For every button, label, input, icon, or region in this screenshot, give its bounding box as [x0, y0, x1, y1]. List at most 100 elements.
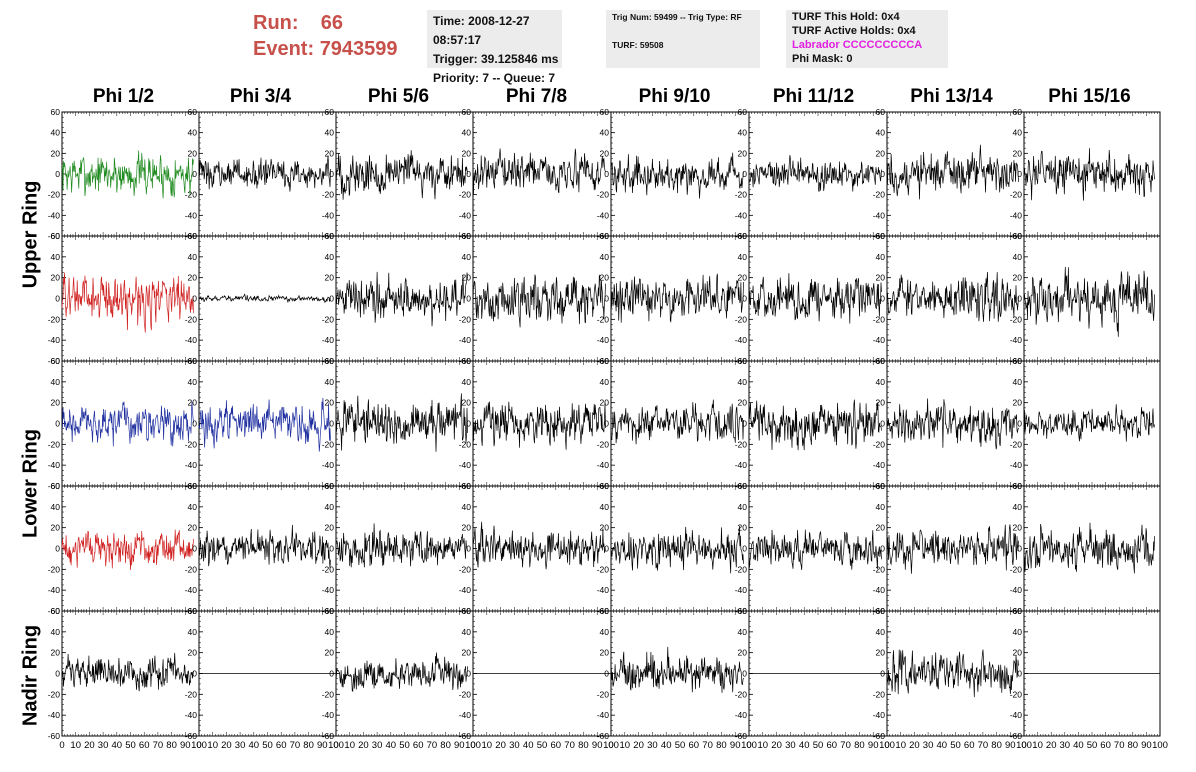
waveform-trace-r0c4 [610, 152, 744, 199]
y-tick-label: -20 [873, 439, 886, 449]
waveform-trace-r2c0 [61, 401, 194, 447]
y-tick-label: 20 [738, 148, 748, 158]
y-tick-label: 0 [1017, 169, 1022, 179]
waveform-trace-r3c3 [472, 521, 606, 570]
y-tick-label: 20 [600, 148, 610, 158]
column-header-phi-11-12: Phi 11/12 [772, 86, 855, 107]
x-tick-label: 0 [196, 740, 201, 751]
y-tick-label: 20 [51, 398, 61, 408]
waveform-trace-r3c6 [886, 524, 1019, 574]
y-tick-label: 20 [462, 523, 472, 533]
x-tick-label: 30 [98, 740, 109, 751]
x-tick-label: 90 [180, 740, 191, 751]
run-label: Run: [253, 12, 299, 34]
y-tick-label: -40 [185, 335, 198, 345]
y-tick-label: -60 [48, 731, 61, 741]
waveform-trace-r1c5 [748, 273, 882, 324]
y-tick-label: 40 [876, 252, 886, 262]
y-tick-label: 60 [51, 231, 61, 241]
y-tick-label: 20 [188, 148, 198, 158]
y-tick-label: -40 [735, 210, 748, 220]
y-tick-label: 20 [738, 398, 748, 408]
y-tick-label: -40 [597, 210, 610, 220]
waveform-trace-r0c7 [1023, 148, 1155, 201]
x-tick-label: 100 [191, 740, 207, 751]
waveform-trace-r3c5 [748, 529, 882, 571]
y-tick-label: 20 [876, 398, 886, 408]
y-tick-label: -20 [735, 564, 748, 574]
y-tick-label: -20 [597, 314, 610, 324]
y-tick-label: 60 [51, 356, 61, 366]
y-tick-label: 20 [188, 523, 198, 533]
event-value: 7943599 [319, 38, 398, 60]
y-tick-label: -40 [459, 585, 472, 595]
y-tick-label: -40 [1010, 210, 1023, 220]
y-tick-label: 60 [1013, 231, 1023, 241]
y-tick-label: 40 [325, 252, 335, 262]
y-tick-label: -20 [322, 689, 335, 699]
y-tick-label: 40 [1013, 502, 1023, 512]
x-tick-label: 10 [70, 740, 81, 751]
y-tick-label: 60 [738, 231, 748, 241]
y-tick-label: -20 [459, 314, 472, 324]
y-tick-label: 40 [51, 377, 61, 387]
y-tick-label: 0 [329, 294, 334, 304]
y-tick-label: -60 [48, 481, 61, 491]
y-tick-label: 0 [192, 669, 197, 679]
y-tick-label: 40 [876, 502, 886, 512]
x-tick-label: 10 [207, 740, 218, 751]
y-tick-label: 40 [1013, 252, 1023, 262]
y-tick-label: -40 [322, 460, 335, 470]
phi-mask-text: Phi Mask: 0 [792, 53, 853, 65]
y-tick-label: 0 [880, 294, 885, 304]
y-tick-label: 0 [880, 169, 885, 179]
y-tick-label: 60 [462, 107, 472, 117]
y-tick-label: -40 [322, 210, 335, 220]
waveform-trace-r2c6 [886, 398, 1019, 450]
y-tick-label: 0 [466, 169, 471, 179]
y-tick-label: -40 [48, 710, 61, 720]
y-tick-label: 0 [604, 294, 609, 304]
y-tick-label: 60 [188, 606, 198, 616]
y-tick-label: 40 [1013, 377, 1023, 387]
waveform-trace-r3c7 [1023, 522, 1155, 574]
y-tick-label: -20 [48, 314, 61, 324]
y-tick-label: 40 [462, 502, 472, 512]
y-tick-label: 0 [192, 169, 197, 179]
y-tick-label: 40 [600, 502, 610, 512]
y-tick-label: 0 [329, 419, 334, 429]
y-tick-label: 60 [188, 481, 198, 491]
y-tick-label: 20 [1013, 398, 1023, 408]
y-tick-label: -20 [48, 564, 61, 574]
y-tick-label: 60 [325, 356, 335, 366]
y-tick-label: 40 [600, 128, 610, 138]
y-tick-label: 0 [742, 544, 747, 554]
y-tick-label: 0 [329, 669, 334, 679]
y-tick-label: 40 [1013, 128, 1023, 138]
y-tick-label: -20 [185, 314, 198, 324]
y-tick-label: 60 [188, 356, 198, 366]
y-tick-label: -20 [322, 564, 335, 574]
y-tick-label: 40 [188, 627, 198, 637]
column-header-phi-9-10: Phi 9/10 [638, 86, 711, 107]
waveform-trace-r3c2 [335, 523, 468, 568]
y-tick-label: 60 [1013, 356, 1023, 366]
y-tick-label: 0 [604, 169, 609, 179]
y-tick-label: -20 [735, 439, 748, 449]
y-tick-label: -20 [185, 439, 198, 449]
y-tick-label: 0 [1017, 294, 1022, 304]
y-tick-label: 20 [462, 273, 472, 283]
y-tick-label: 60 [876, 107, 886, 117]
x-tick-label: 20 [221, 740, 232, 751]
panel-frame-r3c0 [61, 485, 200, 612]
x-tick-label: 70 [153, 740, 164, 751]
y-tick-label: 20 [325, 398, 335, 408]
x-tick-label: 90 [317, 740, 328, 751]
y-tick-label: 20 [51, 648, 61, 658]
y-tick-label: 60 [325, 107, 335, 117]
waveform-trace-r2c3 [472, 401, 606, 450]
y-tick-label: -20 [1010, 314, 1023, 324]
y-tick-label: -20 [185, 564, 198, 574]
y-tick-label: -20 [322, 190, 335, 200]
x-tick-label: 40 [249, 740, 260, 751]
